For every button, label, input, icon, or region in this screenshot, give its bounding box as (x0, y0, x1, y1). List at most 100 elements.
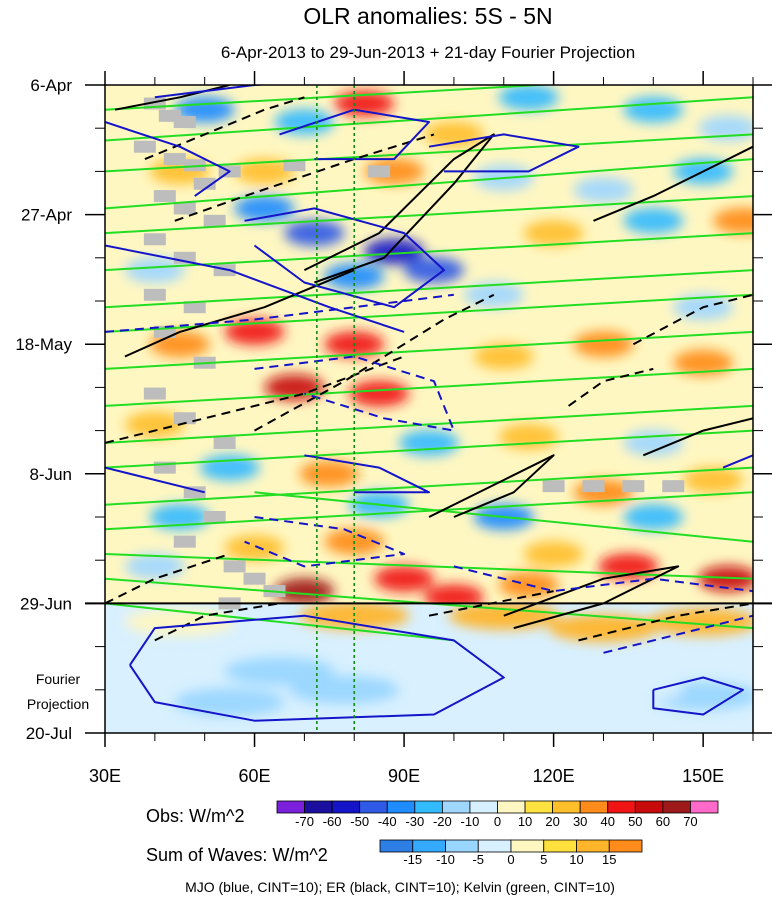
projection-cell (224, 657, 335, 686)
colorbar-swatch (497, 800, 526, 814)
chart-subtitle: 6-Apr-2013 to 29-Jun-2013 + 21-day Fouri… (221, 43, 635, 62)
x-tick-label: 30E (89, 766, 121, 786)
anomaly-cell (623, 504, 684, 530)
projection-cell (174, 688, 285, 717)
missing-cell (173, 535, 196, 548)
anomaly-cell (364, 158, 425, 185)
missing-cell (662, 480, 685, 493)
anomaly-cell (498, 423, 559, 450)
anomaly-cell (124, 553, 185, 580)
anomaly-cell (573, 176, 634, 203)
kelvin-contour (105, 96, 753, 142)
colorbar-tick-label: -60 (323, 814, 342, 829)
missing-cell (173, 412, 196, 425)
missing-cell (203, 511, 226, 523)
colorbar-swatch (414, 800, 443, 814)
kelvin-contour (105, 195, 753, 235)
axis-ticks (85, 71, 772, 747)
colorbar-swatch (441, 800, 471, 814)
mjo-contour (105, 121, 231, 197)
er-contour (593, 145, 753, 222)
missing-cell (163, 153, 186, 166)
kelvin-contour (105, 293, 753, 333)
colorbar-tick-label: 0 (494, 814, 501, 829)
colorbar-tick-label: 10 (569, 852, 583, 867)
er-contour (503, 565, 680, 630)
anomaly-cell (573, 331, 634, 358)
kelvin-contour (254, 491, 753, 543)
missing-cell (173, 116, 196, 129)
missing-cell (243, 572, 266, 585)
projection-anomaly-field (105, 604, 753, 733)
kelvin-contour (105, 133, 753, 173)
missing-cell (183, 301, 206, 314)
colorbar-swatch (331, 800, 361, 814)
anomaly-cell (124, 257, 185, 284)
colorbar-swatch (510, 839, 545, 853)
projection-cell (398, 663, 509, 692)
colorbar-tick-label: 0 (507, 852, 514, 867)
anomaly-cell (673, 349, 734, 376)
kelvin-contour (105, 330, 753, 370)
colorbar-tick-label: -70 (295, 814, 314, 829)
kelvin-contour (105, 491, 753, 531)
anomaly-cell (284, 220, 345, 247)
mjo-contour (105, 466, 205, 494)
anomaly-cell (473, 343, 534, 370)
missing-cell (368, 165, 391, 178)
colorbar-tick-label: 10 (518, 814, 532, 829)
er-contour (124, 269, 355, 358)
colorbar-tick-label: -10 (436, 852, 455, 867)
colorbar-tick-label: -30 (405, 814, 424, 829)
anomaly-cell (234, 158, 295, 185)
colorbar-tick-label: 15 (602, 852, 616, 867)
kelvin-contour (105, 367, 753, 407)
missing-cell (173, 251, 196, 264)
er-contour (114, 85, 230, 111)
kelvin-contour (105, 269, 753, 309)
mjo-contour (105, 244, 405, 333)
colorbar-swatch (608, 839, 643, 853)
kelvin-contour (105, 404, 753, 444)
colorbar-tick-label: -40 (378, 814, 397, 829)
er-contour (303, 133, 495, 284)
colorbar-swatch (379, 839, 414, 853)
y-tick-label: 20-Jul (26, 724, 72, 743)
colorbar-swatch (579, 800, 609, 814)
x-tick-label: 120E (533, 766, 575, 786)
missing-cell (143, 233, 166, 246)
colorbar-swatch (276, 800, 305, 814)
missing-cell (582, 480, 605, 493)
colorbar-tick-label: 20 (545, 814, 559, 829)
missing-cell (542, 480, 565, 493)
missing-cell (193, 177, 216, 190)
mjo-contour (105, 293, 455, 333)
missing-cell (183, 159, 206, 172)
anomaly-cell (623, 96, 684, 123)
colorbar-swatch (412, 839, 446, 853)
mjo-contour (279, 108, 430, 161)
colorbar-swatch (576, 839, 610, 853)
colorbar-swatch (386, 800, 416, 814)
mjo-contour (254, 355, 455, 432)
colorbar-swatch (662, 800, 691, 814)
colorbar-tick-label: -15 (403, 852, 422, 867)
y-tick-label: 8-Jun (29, 465, 72, 484)
anomaly-cell (324, 263, 385, 290)
colorbar-swatch (304, 800, 333, 814)
obs-colorbar-label: Obs: W/m^2 (146, 806, 244, 826)
plot-frame (104, 84, 754, 734)
mjo-contour (603, 614, 753, 654)
obs-colorbar: -70 -60 -50 -40 -30 -20 -10 0 10 20 30 40 50 60 70 (276, 800, 719, 829)
contour-footnote: MJO (blue, CINT=10); ER (black, CINT=10)… (185, 879, 615, 895)
anomaly-cell (224, 534, 285, 561)
anomaly-cell (403, 257, 464, 284)
missing-cell (213, 436, 236, 449)
colorbar-swatch (552, 800, 581, 814)
er-contour (428, 454, 555, 518)
x-tick-label: 150E (682, 766, 724, 786)
colorbar-tick-label: -10 (461, 814, 480, 829)
x-axis-labels: 30E 60E 90E 120E 150E (89, 766, 724, 786)
anomaly-cell (274, 109, 335, 136)
